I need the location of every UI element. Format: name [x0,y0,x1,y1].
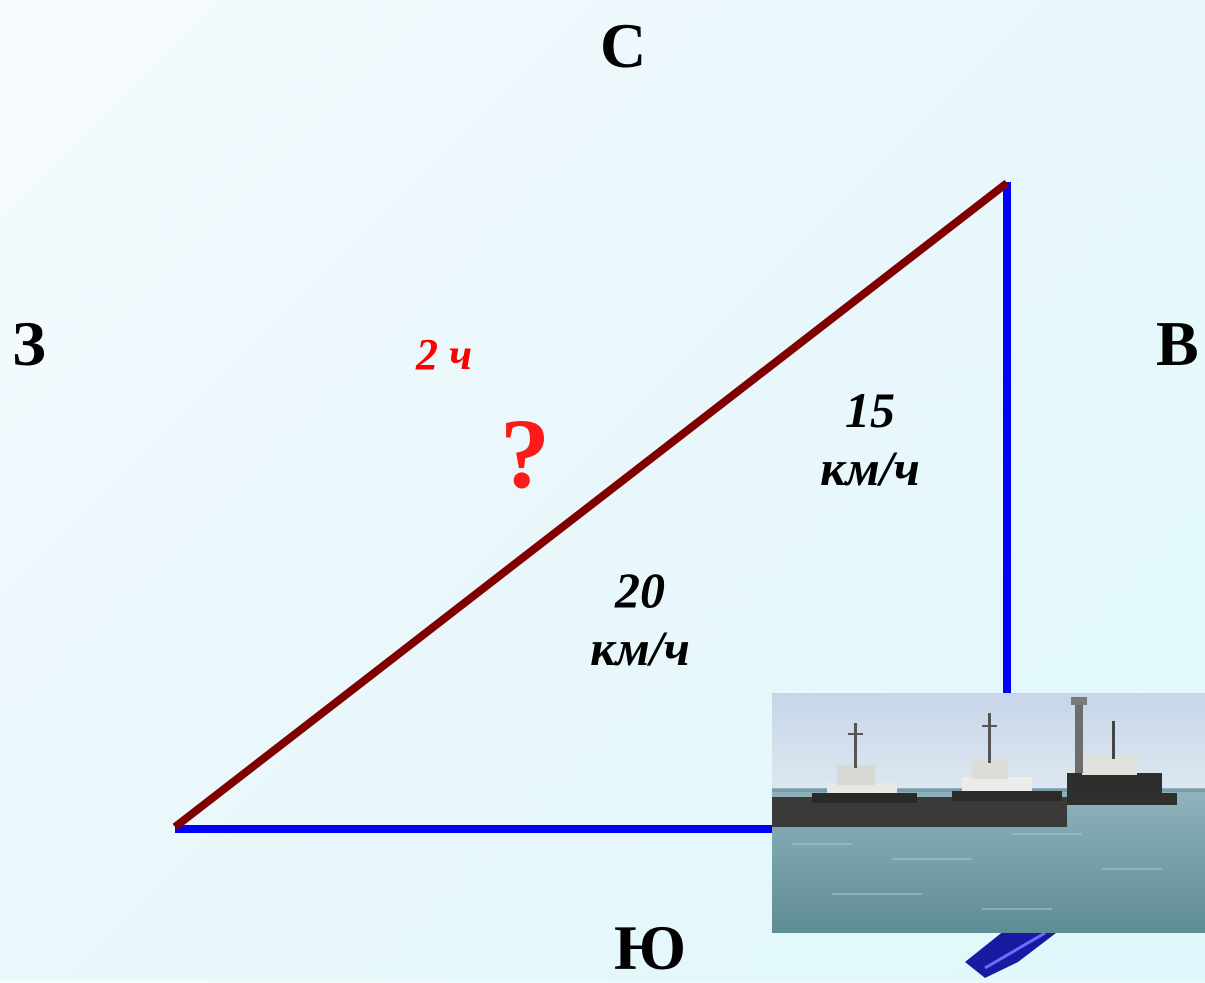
ships-photo [772,693,1205,933]
east-speed-value: 20 [615,562,665,618]
question-mark: ? [500,398,550,509]
east-speed-unit: км/ч [590,619,690,676]
north-speed-value: 15 [845,382,895,438]
hypotenuse-line [172,179,1010,831]
compass-south-label: Ю [614,912,687,983]
north-speed-label: 15 км/ч [795,382,945,497]
compass-north-label: С [600,10,647,81]
compass-west-label: З [12,308,46,379]
arrow-stripe [984,931,1046,970]
east-speed-label: 20 км/ч [565,562,715,677]
north-speed-unit: км/ч [820,439,920,496]
compass-east-label: В [1156,308,1199,379]
time-label: 2 ч [416,330,473,379]
arrow-fragment [965,930,1060,978]
